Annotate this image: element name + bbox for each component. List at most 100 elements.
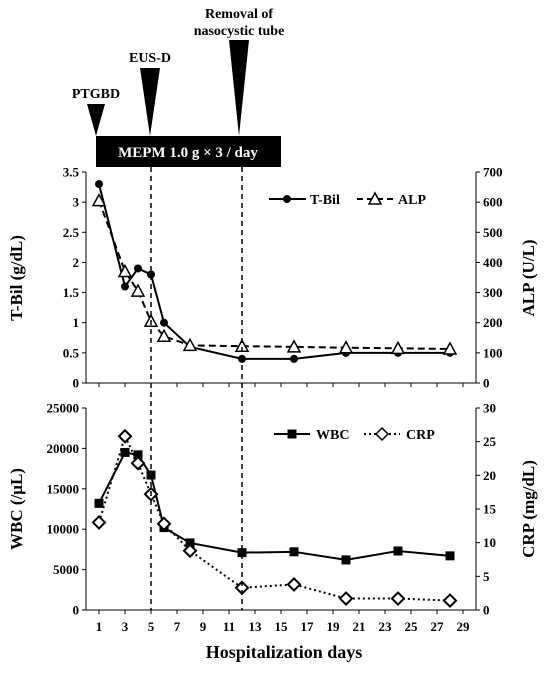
legend-wbc-marker [287,429,297,439]
legend-crp-label: CRP [406,428,435,443]
point-crp [390,591,406,606]
top-left-tick-label: 0 [73,376,80,391]
point-wbc [289,547,299,557]
point-alp [117,263,133,278]
point-tbil [134,264,142,273]
top-left-tick-label: 3 [73,195,80,210]
bottom-right-tick-label: 5 [483,569,490,584]
bottom-right-axis-title: CRP (mg/dL) [519,460,538,558]
bottom-left-tick-label: 5000 [53,562,79,577]
point-crp [156,516,172,532]
top-left-tick-group: 0 0.5 1 1.5 2 2.5 3 3.5 [63,165,86,391]
event-arrow-eusd [140,68,160,136]
bottom-right-tick-label: 20 [483,468,496,483]
point-alp [182,337,198,352]
x-tick-label: 9 [200,619,207,634]
point-alp [286,339,302,353]
x-tick-label: 19 [327,619,341,634]
bottom-left-tick-label: 0 [73,603,80,618]
bottom-right-tick-label: 15 [483,502,497,517]
point-wbc [341,555,351,565]
point-tbil [147,270,155,279]
legend-tbil-marker [283,195,291,203]
bottom-series-group [91,428,458,608]
point-wbc [94,498,104,508]
bottom-right-tick-label: 30 [483,401,496,416]
point-wbc [393,546,403,556]
x-tick-label: 15 [275,619,289,634]
point-tbil [160,318,168,327]
top-right-tick-label: 400 [483,255,503,270]
legend-wbc-label: WBC [316,428,349,443]
top-right-tick-label: 100 [483,345,503,360]
point-tbil [95,180,103,189]
x-tick-label: 7 [174,619,181,634]
bottom-right-tick-label: 0 [483,603,490,618]
x-tick-label: 29 [457,619,471,634]
top-right-axis-title: ALP (U/L) [519,240,538,317]
top-left-tick-label: 1 [73,315,80,330]
top-right-tick-label: 700 [483,165,503,180]
bottom-right-tick-label: 25 [483,434,497,449]
legend-alp-label: ALP [398,193,426,208]
day-line-group [150,167,243,610]
point-tbil [290,354,298,363]
top-left-tick-label: 0.5 [63,345,80,360]
event-arrow-removal [229,40,249,136]
x-tick-group: 1 3 5 7 9 11 13 15 17 19 21 23 25 27 29 [96,383,470,634]
series-crp-line [98,433,451,602]
legend-alp-marker [367,191,383,205]
x-tick-label: 21 [353,619,366,634]
point-alp [338,340,354,354]
point-crp [286,576,302,592]
top-right-tick-label: 600 [483,195,503,210]
legend-tbil-label: T-Bil [310,193,340,208]
point-alp [91,193,107,207]
x-tick-label: 1 [96,619,103,634]
point-alp [156,328,172,343]
x-tick-label: 3 [122,619,129,634]
point-crp [91,515,107,530]
top-right-tick-label: 500 [483,225,503,240]
event-label-removal-line2: nasocystic tube [194,24,285,39]
event-label-eusd: EUS-D [129,51,171,66]
x-tick-label: 27 [431,619,445,634]
point-alp [390,340,406,355]
bottom-left-axis-title: WBC (/μL) [7,468,26,550]
x-tick-label: 5 [148,619,155,634]
point-crp [117,428,133,444]
x-tick-label: 11 [223,619,235,634]
point-crp [182,543,198,559]
top-left-axis-title: T-Bil (g/dL) [7,235,26,321]
top-left-tick-label: 2 [73,255,80,270]
bottom-right-tick-group: 0 5 10 15 20 25 30 [476,401,497,618]
bottom-left-tick-group: 0 5000 10000 15000 20000 25000 [47,401,86,618]
point-crp [130,455,146,471]
point-alp [442,341,458,355]
bottom-left-tick-label: 20000 [47,441,80,456]
event-label-ptgbd: PTGBD [72,87,120,102]
top-right-tick-label: 200 [483,315,503,330]
point-crp [442,593,458,608]
top-left-tick-label: 3.5 [63,165,80,180]
treatment-bar [96,136,281,167]
top-left-tick-label: 2.5 [63,225,80,240]
x-tick-label: 13 [249,619,263,634]
legend-crp-marker [374,426,390,442]
point-tbil [121,282,129,291]
bottom-left-tick-label: 15000 [47,481,80,496]
top-right-tick-label: 0 [483,376,490,391]
x-tick-label: 25 [405,619,419,634]
bottom-left-tick-label: 10000 [47,522,80,537]
top-series-group [91,180,458,363]
treatment-bar-label: MEPM 1.0 g × 3 / day [118,145,258,161]
point-crp [338,591,354,606]
x-tick-label: 17 [301,619,315,634]
top-right-tick-group: 0 100 200 300 400 500 600 700 [476,165,503,391]
point-wbc [133,450,143,460]
point-wbc [445,551,455,561]
event-arrow-ptgbd [87,104,105,136]
bottom-left-tick-label: 25000 [47,401,80,416]
